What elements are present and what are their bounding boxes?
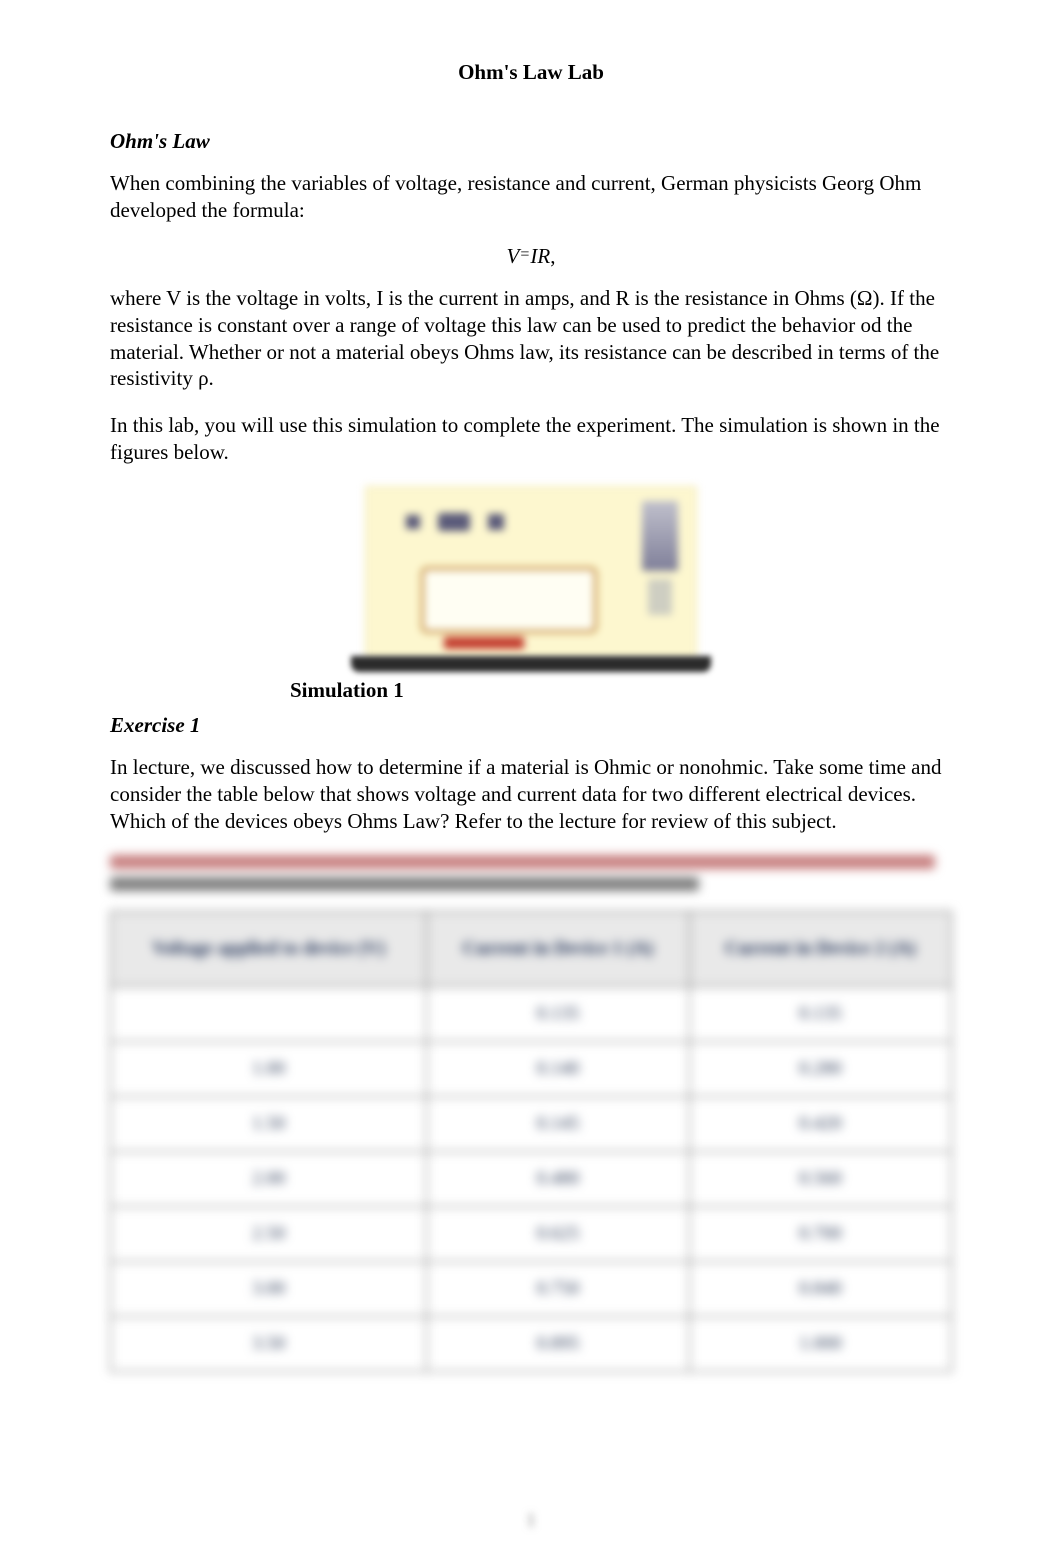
simulation-caption: Simulation 1 [290,678,404,703]
sim-shape [444,637,524,649]
table-row: 3.00 0.750 0.840 [111,1261,952,1316]
table-cell: 2.50 [111,1206,427,1261]
table-row: 0.135 0.135 [111,986,952,1041]
simulation-thumbnail [365,486,697,658]
page-number: 1 [0,1510,1062,1532]
table-cell: 1.50 [111,1096,427,1151]
table-row: 1.00 0.140 0.280 [111,1041,952,1096]
table-row: 1.50 0.145 0.420 [111,1096,952,1151]
table-cell: 0.135 [427,986,689,1041]
table-cell: 3.00 [111,1261,427,1316]
table-cell: 0.480 [427,1151,689,1206]
table-row: 2.00 0.480 0.560 [111,1151,952,1206]
sim-shape [438,513,470,531]
sim-shape [421,567,597,633]
table-row: 2.50 0.625 0.700 [111,1206,952,1261]
document-title: Ohm's Law Lab [110,60,952,85]
table-cell: 0.145 [427,1096,689,1151]
table-cell: 0.135 [689,986,951,1041]
formula-equals: = [519,246,530,263]
table-cell: 0.700 [689,1206,951,1261]
formula-v-ir: V=IR, [110,244,952,269]
simulation-underline [351,656,711,672]
blurred-line [110,855,935,869]
table-cell [111,986,427,1041]
simulation-figure: Simulation 1 [110,486,952,703]
blurred-line [110,877,699,891]
paragraph-definition: where V is the voltage in volts, I is th… [110,285,952,393]
table-cell: 0.895 [427,1316,689,1371]
table-header-cell: Current in Device 1 (A) [427,911,689,986]
table-header-cell: Voltage applied to device (V) [111,911,427,986]
page-container: Ohm's Law Lab Ohm's Law When combining t… [0,0,1062,1556]
table-cell: 1.00 [111,1041,427,1096]
formula-ir: IR [530,244,550,268]
table-header-cell: Current in Device 2 (A) [689,911,951,986]
formula-v: V [507,244,520,268]
sim-shape [488,514,504,530]
table-cell: 0.420 [689,1096,951,1151]
sim-shape [406,515,420,529]
paragraph-intro: When combining the variables of voltage,… [110,170,952,224]
table-cell: 0.750 [427,1261,689,1316]
table-cell: 0.625 [427,1206,689,1261]
table-cell: 0.560 [689,1151,951,1206]
paragraph-simulation-ref: In this lab, you will use this simulatio… [110,412,952,466]
blurred-prompt [110,855,952,891]
table-cell: 2.00 [111,1151,427,1206]
table-cell: 0.140 [427,1041,689,1096]
data-table: Voltage applied to device (V) Current in… [110,911,952,1372]
formula-comma: , [550,244,555,268]
table-header-row: Voltage applied to device (V) Current in… [111,911,952,986]
sim-shape [642,501,678,571]
table-cell: 0.280 [689,1041,951,1096]
section-heading-exercise-1: Exercise 1 [110,713,952,738]
paragraph-exercise-1: In lecture, we discussed how to determin… [110,754,952,835]
section-heading-ohms-law: Ohm's Law [110,129,952,154]
table-row: 3.50 0.895 1.000 [111,1316,952,1371]
table-cell: 1.000 [689,1316,951,1371]
table-cell: 3.50 [111,1316,427,1371]
table-cell: 0.840 [689,1261,951,1316]
sim-shape [648,579,672,615]
